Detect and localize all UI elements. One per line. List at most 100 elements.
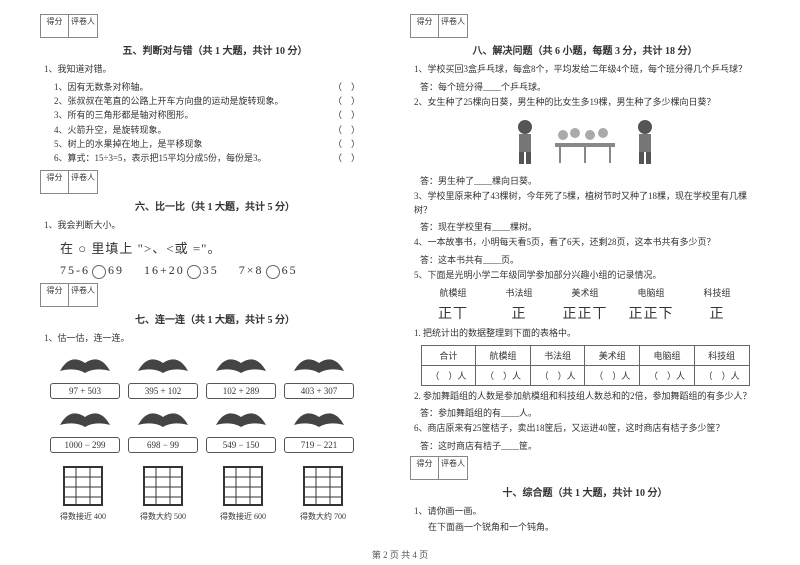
building-icon	[58, 463, 108, 507]
bird-icon	[284, 405, 354, 433]
building-card: 得数大约 700	[290, 463, 356, 522]
sec5-head: 得分 评卷人	[40, 14, 390, 38]
a4: 答：这本书共有____页。	[420, 253, 760, 266]
sec10-head: 得分 评卷人	[410, 456, 760, 480]
sec5-item: 3、所有的三角形都是轴对称图形。（ ）	[54, 108, 390, 122]
bird-row-2: 1000 − 299 698 − 99 549 − 150 719 − 221	[50, 405, 390, 453]
bird-card: 102 + 289	[206, 351, 276, 399]
sec5-item: 1、因有无数条对称轴。（ ）	[54, 80, 390, 94]
compare-circle[interactable]	[187, 265, 201, 279]
score-box: 得分 评卷人	[40, 170, 98, 194]
bird-card: 719 − 221	[284, 405, 354, 453]
score-box: 得分 评卷人	[40, 14, 98, 38]
grader-cell: 评卷人	[439, 457, 467, 479]
table-row: （ ）人 （ ）人 （ ）人 （ ）人 （ ）人 （ ）人	[421, 365, 749, 385]
q3: 3、学校里原来种了43棵树，今年死了5棵，植树节时又种了18棵，现在学校里有几棵…	[414, 190, 760, 217]
tally-header: 航模组 书法组 美术组 电脑组 科技组	[420, 286, 750, 299]
bird-card: 97 + 503	[50, 351, 120, 399]
num-box: 719 − 221	[284, 437, 354, 453]
num-box: 403 + 307	[284, 383, 354, 399]
bird-row-1: 97 + 503 395 + 102 102 + 289 403 + 307	[50, 351, 390, 399]
bird-card: 1000 − 299	[50, 405, 120, 453]
grader-cell: 评卷人	[69, 171, 97, 193]
score-cell: 得分	[41, 15, 69, 37]
score-cell: 得分	[41, 171, 69, 193]
kids-illustration	[410, 113, 760, 170]
sec8-head: 得分 评卷人	[410, 14, 760, 38]
right-column: 得分 评卷人 八、解决问题（共 6 小题，每题 3 分，共计 18 分） 1、学…	[400, 10, 770, 560]
sec5-item: 5、树上的水果掉在地上，是平移现象（ ）	[54, 137, 390, 151]
tally-table: 合计 航模组 书法组 美术组 电脑组 科技组 （ ）人 （ ）人 （ ）人 （ …	[421, 345, 750, 386]
num-box: 1000 − 299	[50, 437, 120, 453]
grader-cell: 评卷人	[69, 284, 97, 306]
score-cell: 得分	[41, 284, 69, 306]
q6: 6、商店原来有25筐桔子，卖出18筐后，又运进40筐，这时商店有桔子多少筐？	[414, 422, 760, 436]
q4: 4、一本故事书，小明每天看5页，看了6天，还剩28页，这本书共有多少页？	[414, 236, 760, 250]
bird-icon	[128, 351, 198, 379]
num-box: 97 + 503	[50, 383, 120, 399]
sec7-lead: 1、估一估，连一连。	[44, 332, 390, 346]
q1: 1、学校买回3盒乒乓球，每盒8个，平均发给二年级4个班，每个班分得几个乒乓球？	[414, 63, 760, 77]
sec5-title: 五、判断对与错（共 1 大题，共计 10 分）	[40, 42, 390, 57]
sec5-lead: 1、我知道对错。	[44, 63, 390, 77]
score-box: 得分 评卷人	[410, 456, 468, 480]
bird-card: 549 − 150	[206, 405, 276, 453]
bird-icon	[128, 405, 198, 433]
building-card: 得数接近 400	[50, 463, 116, 522]
a6: 答：这时商店有桔子____筐。	[420, 439, 760, 452]
sec10-sub: 在下面画一个锐角和一个钝角。	[428, 521, 760, 535]
q2: 2、女生种了25棵向日葵，男生种的比女生多19棵，男生种了多少棵向日葵？	[414, 96, 760, 110]
num-box: 549 − 150	[206, 437, 276, 453]
sec6-title: 六、比一比（共 1 大题，共计 5 分）	[40, 198, 390, 213]
score-cell: 得分	[411, 457, 439, 479]
sec5-item: 6、算式：15÷3=5，表示把15平均分成5份，每份是3。（ ）	[54, 151, 390, 165]
a5: 答：参加舞蹈组的有____人。	[420, 406, 760, 419]
sec5-item: 4、火箭升空，是旋转现象。（ ）	[54, 123, 390, 137]
sec6-instr: 在 ○ 里填上 ">、<或 ="。	[60, 238, 390, 257]
compare-circle[interactable]	[266, 265, 280, 279]
sec8-title: 八、解决问题（共 6 小题，每题 3 分，共计 18 分）	[410, 42, 760, 57]
table-row: 合计 航模组 书法组 美术组 电脑组 科技组	[421, 345, 749, 365]
building-row: 得数接近 400 得数大约 500 得数接近 600 得数大约 700	[50, 463, 390, 522]
task1: 1. 把统计出的数据整理到下面的表格中。	[414, 327, 760, 341]
num-box: 102 + 289	[206, 383, 276, 399]
building-label: 得数大约 700	[290, 511, 356, 522]
sec6-eqs: 75-669 16+2035 7×865	[60, 263, 390, 278]
score-box: 得分 评卷人	[410, 14, 468, 38]
sec7-title: 七、连一连（共 1 大题，共计 5 分）	[40, 311, 390, 326]
sec10-title: 十、综合题（共 1 大题，共计 10 分）	[410, 484, 760, 499]
bird-card: 403 + 307	[284, 351, 354, 399]
compare-circle[interactable]	[92, 265, 106, 279]
bird-icon	[206, 351, 276, 379]
building-card: 得数大约 500	[130, 463, 196, 522]
bird-card: 698 − 99	[128, 405, 198, 453]
a2: 答：男生种了____棵向日葵。	[420, 174, 760, 187]
task2: 2. 参加舞蹈组的人数是参加航模组和科技组人数总和的2倍，参加舞蹈组的有多少人？	[414, 390, 760, 404]
building-icon	[218, 463, 268, 507]
building-icon	[138, 463, 188, 507]
bird-icon	[50, 351, 120, 379]
sec6-lead: 1、我会判断大小。	[44, 219, 390, 233]
num-box: 698 − 99	[128, 437, 198, 453]
score-cell: 得分	[411, 15, 439, 37]
left-column: 得分 评卷人 五、判断对与错（共 1 大题，共计 10 分） 1、我知道对错。 …	[30, 10, 400, 560]
sec5-item: 2、张叔叔在笔直的公路上开车方向盘的运动是旋转现象。（ ）	[54, 94, 390, 108]
num-box: 395 + 102	[128, 383, 198, 399]
building-label: 得数大约 500	[130, 511, 196, 522]
q5: 5、下面是光明小学二年级同学参加部分兴趣小组的记录情况。	[414, 269, 760, 283]
grader-cell: 评卷人	[439, 15, 467, 37]
score-box: 得分 评卷人	[40, 283, 98, 307]
building-card: 得数接近 600	[210, 463, 276, 522]
building-label: 得数接近 600	[210, 511, 276, 522]
sec6-head: 得分 评卷人	[40, 170, 390, 194]
grader-cell: 评卷人	[69, 15, 97, 37]
bird-icon	[284, 351, 354, 379]
tally-marks: 正丅 正 正正丅 正正下 正	[420, 303, 750, 323]
building-label: 得数接近 400	[50, 511, 116, 522]
sec7-head: 得分 评卷人	[40, 283, 390, 307]
bird-icon	[206, 405, 276, 433]
bird-card: 395 + 102	[128, 351, 198, 399]
a1: 答：每个班分得____个乒乓球。	[420, 80, 760, 93]
building-icon	[298, 463, 348, 507]
sec10-lead: 1、请你画一画。	[414, 505, 760, 519]
